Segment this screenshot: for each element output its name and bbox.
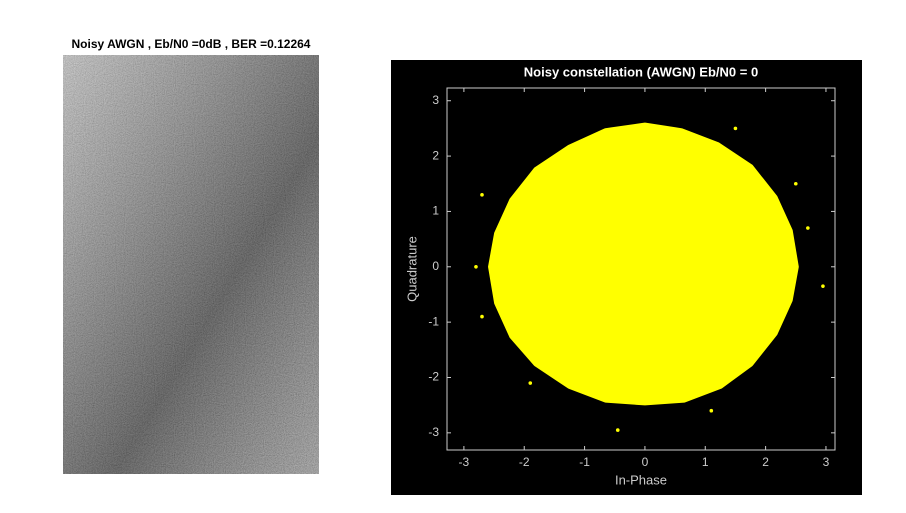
point (534, 361, 539, 366)
y-axis-label: Quadrature (404, 236, 419, 302)
point (709, 408, 714, 413)
point (528, 381, 533, 385)
y-tick-label: -1 (428, 314, 439, 328)
x-tick-label: 1 (702, 455, 709, 469)
point (806, 226, 810, 230)
noisy-image (63, 55, 319, 474)
point (489, 264, 493, 269)
point (772, 331, 777, 336)
x-tick-label: 0 (642, 455, 649, 469)
point (718, 383, 723, 388)
point (510, 334, 514, 338)
point (679, 129, 683, 133)
y-tick-label: 3 (432, 93, 439, 107)
point (534, 168, 539, 172)
y-tick-label: -3 (428, 425, 439, 439)
x-tick-label: -1 (579, 455, 590, 469)
point (643, 123, 647, 128)
point (748, 361, 753, 366)
point (793, 264, 798, 269)
x-tick-label: -2 (519, 455, 530, 469)
y-tick-label: -2 (428, 370, 439, 384)
point (567, 145, 572, 150)
point (480, 193, 484, 197)
x-tick-label: 3 (823, 455, 830, 469)
x-tick-label: -3 (459, 455, 470, 469)
point (748, 165, 753, 169)
x-axis-label: In-Phase (615, 472, 667, 487)
point (821, 284, 825, 288)
point (480, 314, 484, 319)
point (510, 198, 514, 203)
point (733, 126, 738, 131)
axes-box (446, 87, 836, 451)
axes: Noisy constellation (AWGN) Eb/N0 = 0 In-P… (404, 64, 836, 487)
point (474, 264, 478, 269)
y-tick-label: 1 (432, 204, 439, 218)
image-title: Noisy AWGN , Eb/N0 =0dB , BER =0.12264 (72, 37, 311, 51)
point (495, 300, 499, 305)
point (615, 428, 620, 432)
point (495, 231, 499, 236)
x-tick-label: 2 (762, 455, 769, 469)
plot-title: Noisy constellation (AWGN) Eb/N0 = 0 (524, 64, 758, 79)
point (643, 400, 647, 405)
point (787, 298, 792, 302)
image-shade (63, 55, 319, 474)
point (787, 229, 792, 233)
y-tick-label: 0 (432, 259, 439, 273)
point (772, 195, 777, 200)
point (715, 143, 720, 147)
point (682, 397, 686, 402)
point (603, 129, 608, 133)
y-tick-label: 2 (432, 148, 439, 162)
point (567, 383, 572, 388)
point (603, 397, 608, 402)
point (793, 181, 798, 186)
